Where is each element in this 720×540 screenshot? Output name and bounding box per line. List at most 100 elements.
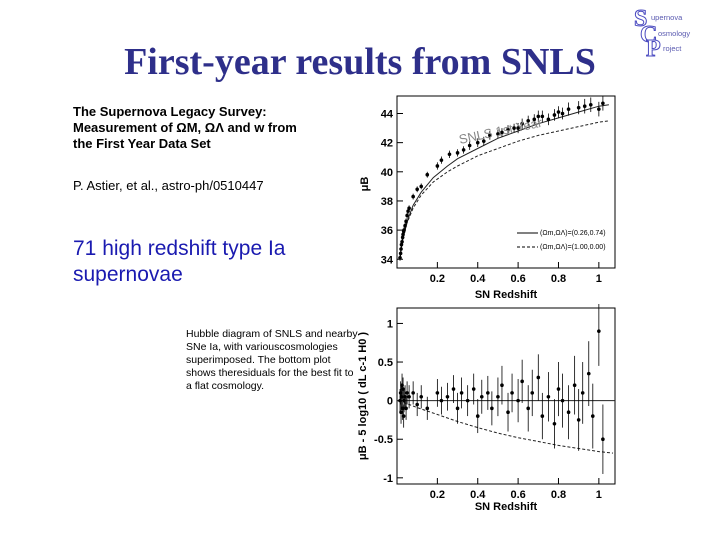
- data-point: [526, 118, 531, 123]
- data-point: [399, 410, 403, 415]
- data-point: [546, 117, 551, 122]
- data-point: [488, 133, 492, 138]
- data-point: [404, 219, 408, 224]
- y-tick-label: 0: [387, 396, 393, 408]
- y-tick-label: 42: [381, 138, 393, 150]
- data-point: [439, 158, 444, 162]
- data-point: [530, 391, 535, 395]
- data-point: [506, 127, 510, 132]
- data-point: [425, 406, 430, 411]
- data-point: [407, 206, 411, 211]
- data-point: [451, 387, 456, 391]
- hubble-diagram-chart: 34 36 38 40 42 44 0.2 0.4 0.6 0.8 1 SNLS 1st Year…: [359, 95, 616, 301]
- chart-legend: (Ωm,ΩΛ)=(0.26,0.74) (Ωm,ΩΛ)=(1.00,0.00): [517, 230, 606, 251]
- data-point: [552, 421, 557, 426]
- data-point: [576, 105, 581, 110]
- paper-reference: The Supernova Legacy Survey: Measurement…: [73, 104, 363, 152]
- highlight-text: 71 high redshift type Ia supernovae: [73, 237, 286, 286]
- data-point: [582, 104, 587, 109]
- x-axis-label: SN Redshift: [475, 501, 538, 513]
- x-axis-label: SN Redshift: [475, 289, 538, 301]
- data-point: [411, 194, 415, 199]
- x-tick-label: 0.4: [470, 273, 486, 285]
- data-point: [398, 251, 403, 256]
- data-point: [490, 406, 494, 411]
- residuals-chart: -1 -0.5 0 0.5 1 0.2 0.4 0.6 0.8 1 SN Redshift μB…: [357, 304, 616, 513]
- data-point: [597, 329, 601, 333]
- data-point: [415, 402, 419, 407]
- paper-title-line: the First Year Data Set: [73, 136, 211, 151]
- figure-caption: Hubble diagram of SNLS and nearby SNe Ia…: [186, 328, 358, 392]
- data-point: [407, 394, 411, 399]
- data-point: [556, 387, 561, 391]
- slide-title: First-year results from SNLS: [124, 41, 596, 83]
- x-tick-label: 1: [596, 489, 602, 501]
- data-point: [486, 391, 490, 395]
- logo-letter-c: C: [640, 22, 657, 48]
- data-point: [576, 418, 581, 422]
- logo-text-line-1: upernova: [651, 13, 683, 22]
- data-point: [404, 406, 408, 411]
- scp-logo: S C P upernova osmology roject: [634, 6, 691, 58]
- data-point: [400, 235, 405, 240]
- model-curve-dashed: [398, 400, 614, 454]
- legend-label: (Ωm,ΩΛ)=(1.00,0.00): [540, 244, 606, 251]
- data-point: [419, 184, 424, 189]
- data-point: [566, 410, 571, 415]
- data-point: [536, 375, 541, 380]
- data-point: [597, 107, 601, 111]
- data-point: [435, 391, 440, 395]
- x-tick-label: 0.6: [510, 489, 525, 501]
- data-point: [405, 391, 409, 395]
- data-point: [572, 383, 577, 387]
- x-tick-label: 0.8: [551, 273, 566, 285]
- data-point: [540, 414, 545, 418]
- x-tick-label: 0.2: [430, 273, 445, 285]
- data-point: [601, 101, 605, 106]
- data-point: [496, 394, 500, 399]
- data-point: [566, 107, 571, 111]
- y-tick-label: 38: [381, 196, 393, 208]
- data-point: [580, 391, 585, 395]
- data-point: [588, 102, 593, 107]
- data-point: [465, 398, 470, 403]
- data-point: [556, 110, 561, 114]
- data-point: [435, 164, 440, 168]
- chart-annotation: SNLS 1st Year: [458, 115, 544, 147]
- data-point: [479, 394, 484, 399]
- data-point: [399, 247, 403, 251]
- data-point: [516, 126, 520, 130]
- data-point: [403, 223, 407, 228]
- model-curve-dashed: [399, 120, 609, 260]
- data-point: [475, 414, 480, 418]
- data-point: [405, 213, 409, 218]
- paper-title-line: Measurement of ΩM, ΩΛ and w from: [73, 120, 297, 135]
- x-tick-label: 0.6: [510, 273, 525, 285]
- x-tick-label: 0.4: [470, 489, 486, 501]
- data-point: [445, 394, 450, 399]
- data-point: [546, 394, 551, 399]
- data-point: [601, 437, 605, 442]
- data-point: [586, 371, 591, 376]
- data-point: [506, 410, 510, 415]
- data-point: [512, 126, 516, 130]
- data-point: [411, 391, 415, 395]
- logo-text-line-2: osmology: [658, 29, 690, 38]
- data-point: [439, 398, 444, 403]
- data-point: [500, 130, 504, 135]
- data-point: [496, 132, 500, 136]
- data-point: [520, 379, 524, 384]
- data-point: [510, 391, 514, 395]
- data-point: [402, 228, 406, 232]
- data-point: [516, 398, 520, 403]
- y-tick-label: -1: [383, 473, 393, 485]
- data-point: [560, 111, 565, 116]
- logo-letter-s: S: [634, 6, 647, 32]
- plot-frame: [396, 307, 616, 485]
- y-tick-label: 36: [381, 225, 393, 237]
- data-point: [552, 113, 557, 117]
- paper-authors: P. Astier, et al., astro-ph/0510447: [73, 178, 264, 193]
- logo-text-line-3: roject: [663, 44, 682, 53]
- data-point: [398, 255, 402, 260]
- data-point: [455, 151, 460, 155]
